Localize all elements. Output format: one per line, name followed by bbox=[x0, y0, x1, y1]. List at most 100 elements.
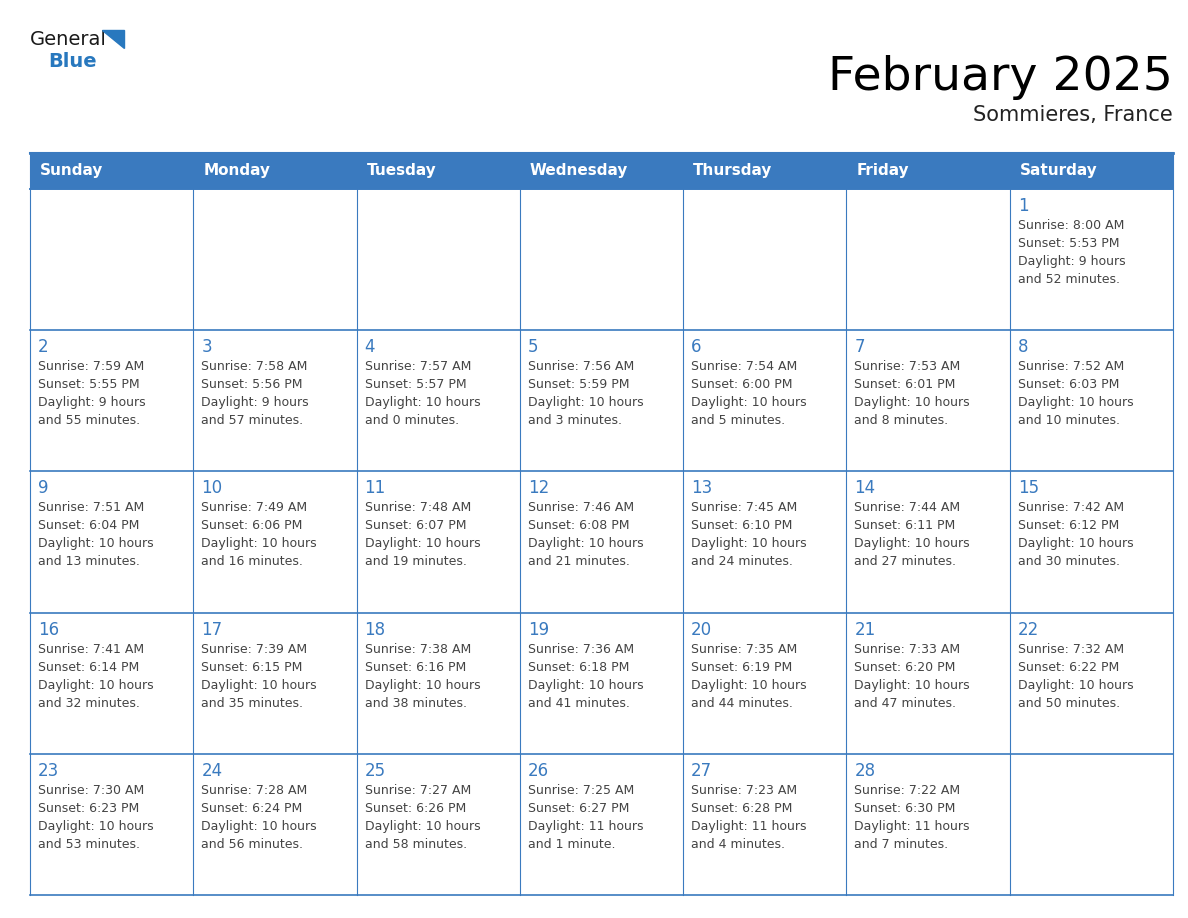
Text: Sunrise: 7:53 AM: Sunrise: 7:53 AM bbox=[854, 360, 961, 374]
Text: Sunset: 6:26 PM: Sunset: 6:26 PM bbox=[365, 801, 466, 815]
Text: Daylight: 10 hours: Daylight: 10 hours bbox=[38, 820, 153, 833]
Text: and 24 minutes.: and 24 minutes. bbox=[691, 555, 794, 568]
Bar bbox=[520, 754, 683, 895]
Text: Sunrise: 7:35 AM: Sunrise: 7:35 AM bbox=[691, 643, 797, 655]
Bar bbox=[683, 189, 846, 330]
Bar bbox=[683, 153, 846, 189]
Bar bbox=[520, 330, 683, 472]
Bar bbox=[30, 754, 1173, 895]
Text: Sommieres, France: Sommieres, France bbox=[973, 105, 1173, 125]
Text: Sunset: 6:06 PM: Sunset: 6:06 PM bbox=[201, 520, 303, 532]
Bar bbox=[1010, 754, 1173, 895]
Text: and 10 minutes.: and 10 minutes. bbox=[1018, 414, 1120, 427]
Text: 1: 1 bbox=[1018, 197, 1029, 215]
Text: Sunset: 6:14 PM: Sunset: 6:14 PM bbox=[38, 661, 139, 674]
Text: Sunset: 5:55 PM: Sunset: 5:55 PM bbox=[38, 378, 140, 391]
Bar bbox=[1010, 189, 1173, 330]
Text: Thursday: Thursday bbox=[693, 163, 772, 178]
Text: 4: 4 bbox=[365, 338, 375, 356]
Text: 22: 22 bbox=[1018, 621, 1040, 639]
Text: Daylight: 10 hours: Daylight: 10 hours bbox=[691, 397, 807, 409]
Text: 14: 14 bbox=[854, 479, 876, 498]
Text: Sunrise: 7:44 AM: Sunrise: 7:44 AM bbox=[854, 501, 961, 514]
Text: Sunset: 6:16 PM: Sunset: 6:16 PM bbox=[365, 661, 466, 674]
Text: and 55 minutes.: and 55 minutes. bbox=[38, 414, 140, 427]
Bar bbox=[683, 330, 846, 472]
Text: and 56 minutes.: and 56 minutes. bbox=[201, 838, 303, 851]
Text: Daylight: 10 hours: Daylight: 10 hours bbox=[527, 537, 644, 551]
Text: Sunrise: 7:41 AM: Sunrise: 7:41 AM bbox=[38, 643, 144, 655]
Text: 8: 8 bbox=[1018, 338, 1029, 356]
Text: Daylight: 10 hours: Daylight: 10 hours bbox=[365, 820, 480, 833]
Bar bbox=[194, 153, 356, 189]
Text: Blue: Blue bbox=[48, 52, 96, 71]
Text: 3: 3 bbox=[201, 338, 211, 356]
Text: Sunrise: 7:51 AM: Sunrise: 7:51 AM bbox=[38, 501, 144, 514]
Polygon shape bbox=[102, 30, 124, 48]
Text: 12: 12 bbox=[527, 479, 549, 498]
Bar bbox=[356, 189, 520, 330]
Text: and 27 minutes.: and 27 minutes. bbox=[854, 555, 956, 568]
Text: Sunrise: 7:27 AM: Sunrise: 7:27 AM bbox=[365, 784, 470, 797]
Text: and 5 minutes.: and 5 minutes. bbox=[691, 414, 785, 427]
Text: Sunset: 6:30 PM: Sunset: 6:30 PM bbox=[854, 801, 956, 815]
Bar bbox=[846, 472, 1010, 612]
Text: and 7 minutes.: and 7 minutes. bbox=[854, 838, 948, 851]
Text: Sunset: 5:57 PM: Sunset: 5:57 PM bbox=[365, 378, 466, 391]
Text: Daylight: 11 hours: Daylight: 11 hours bbox=[854, 820, 969, 833]
Text: Sunset: 6:24 PM: Sunset: 6:24 PM bbox=[201, 801, 303, 815]
Bar bbox=[683, 472, 846, 612]
Text: Daylight: 10 hours: Daylight: 10 hours bbox=[201, 820, 317, 833]
Bar bbox=[194, 330, 356, 472]
Text: and 50 minutes.: and 50 minutes. bbox=[1018, 697, 1120, 710]
Text: 11: 11 bbox=[365, 479, 386, 498]
Bar bbox=[1010, 330, 1173, 472]
Bar bbox=[356, 153, 520, 189]
Text: Daylight: 10 hours: Daylight: 10 hours bbox=[691, 537, 807, 551]
Text: Daylight: 10 hours: Daylight: 10 hours bbox=[527, 678, 644, 691]
Text: and 38 minutes.: and 38 minutes. bbox=[365, 697, 467, 710]
Text: Daylight: 10 hours: Daylight: 10 hours bbox=[691, 678, 807, 691]
Text: Saturday: Saturday bbox=[1019, 163, 1098, 178]
Text: and 0 minutes.: and 0 minutes. bbox=[365, 414, 459, 427]
Text: Sunset: 6:00 PM: Sunset: 6:00 PM bbox=[691, 378, 792, 391]
Text: Daylight: 10 hours: Daylight: 10 hours bbox=[1018, 537, 1133, 551]
Text: Sunrise: 7:28 AM: Sunrise: 7:28 AM bbox=[201, 784, 308, 797]
Text: General: General bbox=[30, 30, 107, 49]
Text: 15: 15 bbox=[1018, 479, 1038, 498]
Text: Sunrise: 7:57 AM: Sunrise: 7:57 AM bbox=[365, 360, 470, 374]
Bar bbox=[194, 612, 356, 754]
Bar bbox=[846, 330, 1010, 472]
Text: Sunrise: 8:00 AM: Sunrise: 8:00 AM bbox=[1018, 219, 1124, 232]
Text: Daylight: 10 hours: Daylight: 10 hours bbox=[1018, 397, 1133, 409]
Text: 5: 5 bbox=[527, 338, 538, 356]
Bar bbox=[194, 754, 356, 895]
Bar bbox=[846, 612, 1010, 754]
Text: 27: 27 bbox=[691, 762, 713, 779]
Bar bbox=[846, 189, 1010, 330]
Text: Sunday: Sunday bbox=[40, 163, 103, 178]
Text: Sunset: 5:53 PM: Sunset: 5:53 PM bbox=[1018, 237, 1119, 250]
Bar bbox=[1010, 153, 1173, 189]
Text: and 13 minutes.: and 13 minutes. bbox=[38, 555, 140, 568]
Text: 19: 19 bbox=[527, 621, 549, 639]
Text: Sunrise: 7:46 AM: Sunrise: 7:46 AM bbox=[527, 501, 634, 514]
Text: and 1 minute.: and 1 minute. bbox=[527, 838, 615, 851]
Bar bbox=[30, 612, 1173, 754]
Text: Sunrise: 7:38 AM: Sunrise: 7:38 AM bbox=[365, 643, 470, 655]
Text: Daylight: 10 hours: Daylight: 10 hours bbox=[365, 397, 480, 409]
Text: Sunrise: 7:39 AM: Sunrise: 7:39 AM bbox=[201, 643, 308, 655]
Text: Sunrise: 7:25 AM: Sunrise: 7:25 AM bbox=[527, 784, 634, 797]
Bar bbox=[683, 612, 846, 754]
Bar bbox=[30, 330, 194, 472]
Text: 23: 23 bbox=[38, 762, 59, 779]
Text: Sunrise: 7:59 AM: Sunrise: 7:59 AM bbox=[38, 360, 144, 374]
Text: and 8 minutes.: and 8 minutes. bbox=[854, 414, 948, 427]
Text: Sunrise: 7:32 AM: Sunrise: 7:32 AM bbox=[1018, 643, 1124, 655]
Text: Sunrise: 7:54 AM: Sunrise: 7:54 AM bbox=[691, 360, 797, 374]
Text: Daylight: 10 hours: Daylight: 10 hours bbox=[854, 537, 971, 551]
Text: Daylight: 9 hours: Daylight: 9 hours bbox=[201, 397, 309, 409]
Bar bbox=[683, 754, 846, 895]
Text: and 32 minutes.: and 32 minutes. bbox=[38, 697, 140, 710]
Bar bbox=[520, 472, 683, 612]
